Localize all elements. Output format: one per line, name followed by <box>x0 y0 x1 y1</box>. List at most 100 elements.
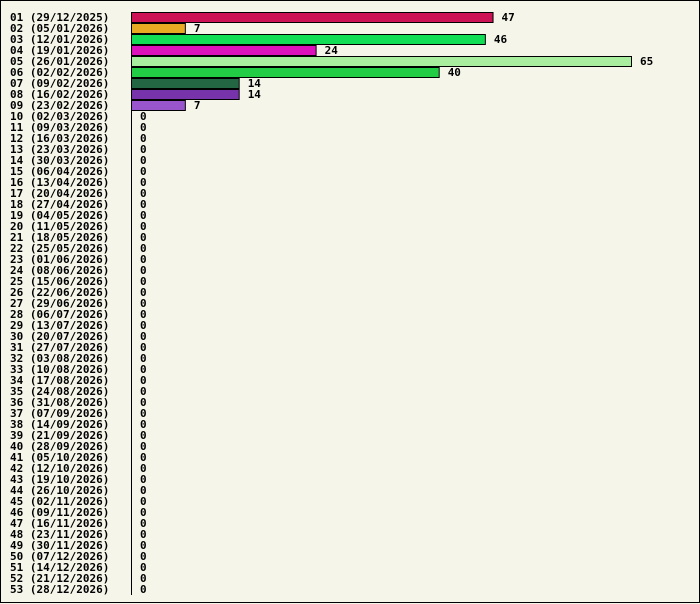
category-label: 48 (23/11/2026) <box>10 528 109 541</box>
category-label: 45 (02/11/2026) <box>10 495 109 508</box>
value-label: 0 <box>140 308 147 321</box>
category-label: 17 (20/04/2026) <box>10 187 109 200</box>
category-label: 29 (13/07/2026) <box>10 319 109 332</box>
category-label: 08 (16/02/2026) <box>10 88 109 101</box>
category-label: 27 (29/06/2026) <box>10 297 109 310</box>
value-label: 0 <box>140 154 147 167</box>
value-label: 0 <box>140 220 147 233</box>
category-label: 28 (06/07/2026) <box>10 308 109 321</box>
value-label: 40 <box>448 66 461 79</box>
category-label: 36 (31/08/2026) <box>10 396 109 409</box>
category-label: 47 (16/11/2026) <box>10 517 109 530</box>
category-label: 09 (23/02/2026) <box>10 99 109 112</box>
category-label: 12 (16/03/2026) <box>10 132 109 145</box>
bar <box>131 23 186 34</box>
category-label: 33 (10/08/2026) <box>10 363 109 376</box>
category-label: 41 (05/10/2026) <box>10 451 109 464</box>
value-label: 0 <box>140 407 147 420</box>
value-label: 0 <box>140 110 147 123</box>
category-label: 40 (28/09/2026) <box>10 440 109 453</box>
value-label: 0 <box>140 297 147 310</box>
value-label: 0 <box>140 451 147 464</box>
category-label: 10 (02/03/2026) <box>10 110 109 123</box>
value-label: 0 <box>140 231 147 244</box>
value-label: 24 <box>325 44 339 57</box>
category-label: 51 (14/12/2026) <box>10 561 109 574</box>
bar <box>131 34 486 45</box>
value-label: 0 <box>140 561 147 574</box>
value-label: 0 <box>140 121 147 134</box>
value-label: 0 <box>140 539 147 552</box>
category-label: 05 (26/01/2026) <box>10 55 109 68</box>
category-label: 19 (04/05/2026) <box>10 209 109 222</box>
category-label: 18 (27/04/2026) <box>10 198 109 211</box>
value-label: 46 <box>494 33 508 46</box>
category-label: 01 (29/12/2025) <box>10 11 109 24</box>
category-label: 50 (07/12/2026) <box>10 550 109 563</box>
value-label: 0 <box>140 363 147 376</box>
category-label: 42 (12/10/2026) <box>10 462 109 475</box>
value-label: 0 <box>140 286 147 299</box>
value-label: 0 <box>140 341 147 354</box>
category-label: 46 (09/11/2026) <box>10 506 109 519</box>
category-label: 43 (19/10/2026) <box>10 473 109 486</box>
category-label: 35 (24/08/2026) <box>10 385 109 398</box>
value-label: 0 <box>140 550 147 563</box>
category-label: 38 (14/09/2026) <box>10 418 109 431</box>
category-label: 03 (12/01/2026) <box>10 33 109 46</box>
value-label: 0 <box>140 242 147 255</box>
category-label: 11 (09/03/2026) <box>10 121 109 134</box>
category-label: 34 (17/08/2026) <box>10 374 109 387</box>
value-label: 0 <box>140 396 147 409</box>
category-label: 13 (23/03/2026) <box>10 143 109 156</box>
value-label: 0 <box>140 143 147 156</box>
category-label: 37 (07/09/2026) <box>10 407 109 420</box>
value-label: 0 <box>140 165 147 178</box>
value-label: 14 <box>248 88 262 101</box>
value-label: 0 <box>140 440 147 453</box>
value-label: 0 <box>140 330 147 343</box>
value-label: 0 <box>140 275 147 288</box>
category-label: 21 (18/05/2026) <box>10 231 109 244</box>
value-label: 0 <box>140 583 147 596</box>
category-label: 39 (21/09/2026) <box>10 429 109 442</box>
value-label: 0 <box>140 132 147 145</box>
value-label: 0 <box>140 517 147 530</box>
value-label: 0 <box>140 352 147 365</box>
category-label: 20 (11/05/2026) <box>10 220 109 233</box>
category-label: 04 (19/01/2026) <box>10 44 109 57</box>
value-label: 65 <box>640 55 653 68</box>
category-label: 25 (15/06/2026) <box>10 275 109 288</box>
value-label: 0 <box>140 198 147 211</box>
category-label: 53 (28/12/2026) <box>10 583 109 596</box>
bar <box>131 100 186 111</box>
category-label: 24 (08/06/2026) <box>10 264 109 277</box>
value-label: 0 <box>140 495 147 508</box>
category-label: 52 (21/12/2026) <box>10 572 109 585</box>
value-label: 0 <box>140 462 147 475</box>
value-label: 0 <box>140 209 147 222</box>
value-label: 0 <box>140 418 147 431</box>
value-label: 0 <box>140 572 147 585</box>
value-label: 0 <box>140 506 147 519</box>
category-label: 26 (22/06/2026) <box>10 286 109 299</box>
value-label: 0 <box>140 528 147 541</box>
value-label: 0 <box>140 253 147 266</box>
category-label: 32 (03/08/2026) <box>10 352 109 365</box>
value-label: 14 <box>248 77 262 90</box>
value-label: 0 <box>140 484 147 497</box>
value-label: 0 <box>140 374 147 387</box>
category-label: 06 (02/02/2026) <box>10 66 109 79</box>
value-label: 0 <box>140 473 147 486</box>
category-label: 02 (05/01/2026) <box>10 22 109 35</box>
value-label: 0 <box>140 429 147 442</box>
category-label: 15 (06/04/2026) <box>10 165 109 178</box>
value-label: 0 <box>140 385 147 398</box>
value-label: 7 <box>194 22 201 35</box>
bar <box>131 89 240 100</box>
category-label: 07 (09/02/2026) <box>10 77 109 90</box>
category-label: 30 (20/07/2026) <box>10 330 109 343</box>
value-label: 0 <box>140 319 147 332</box>
